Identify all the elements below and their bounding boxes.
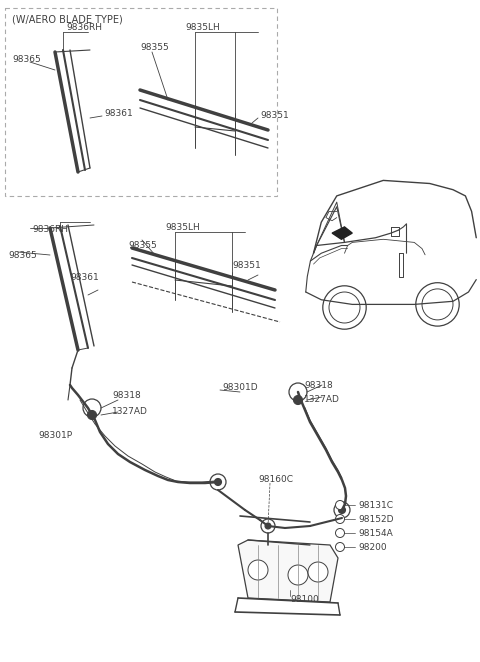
Circle shape xyxy=(87,410,96,420)
Text: 98154A: 98154A xyxy=(358,528,393,538)
Text: 98318: 98318 xyxy=(304,381,333,391)
Text: 98361: 98361 xyxy=(70,273,99,283)
Text: 98355: 98355 xyxy=(128,240,157,250)
Text: 9835LH: 9835LH xyxy=(185,23,220,32)
Text: 1327AD: 1327AD xyxy=(304,395,340,404)
Text: 98200: 98200 xyxy=(358,542,386,551)
Text: 9835LH: 9835LH xyxy=(165,224,200,232)
Circle shape xyxy=(416,283,459,326)
Text: 98365: 98365 xyxy=(12,56,41,64)
Text: 98365: 98365 xyxy=(8,250,37,260)
Circle shape xyxy=(323,286,366,329)
Circle shape xyxy=(292,569,304,581)
Circle shape xyxy=(336,528,345,538)
Text: 98351: 98351 xyxy=(232,261,261,269)
Circle shape xyxy=(336,500,345,510)
Circle shape xyxy=(293,395,302,404)
Circle shape xyxy=(334,502,350,518)
Text: 98301P: 98301P xyxy=(38,430,72,440)
Circle shape xyxy=(308,562,328,582)
Text: 1327AD: 1327AD xyxy=(112,408,148,416)
Circle shape xyxy=(288,565,308,585)
Circle shape xyxy=(83,399,101,417)
Circle shape xyxy=(329,292,360,323)
Circle shape xyxy=(252,564,264,576)
Circle shape xyxy=(336,514,345,524)
Text: 98160C: 98160C xyxy=(258,475,293,485)
Text: 98301D: 98301D xyxy=(222,383,258,393)
Text: 98318: 98318 xyxy=(112,391,141,401)
Circle shape xyxy=(336,542,345,551)
Text: 98131C: 98131C xyxy=(358,500,393,510)
Text: 98351: 98351 xyxy=(260,111,289,120)
Text: 98355: 98355 xyxy=(140,44,169,52)
Polygon shape xyxy=(238,540,338,602)
Text: (W/AERO BLADE TYPE): (W/AERO BLADE TYPE) xyxy=(12,15,123,25)
Circle shape xyxy=(265,523,271,529)
Text: 9836RH: 9836RH xyxy=(66,23,102,32)
Circle shape xyxy=(261,519,275,533)
Circle shape xyxy=(338,506,346,514)
Bar xyxy=(5,8,277,196)
Circle shape xyxy=(248,560,268,580)
Circle shape xyxy=(289,383,307,401)
Text: 98152D: 98152D xyxy=(358,514,394,524)
Polygon shape xyxy=(332,227,352,239)
Circle shape xyxy=(422,289,453,320)
Text: 98100: 98100 xyxy=(290,596,319,604)
Text: 9836RH: 9836RH xyxy=(32,224,68,234)
Text: 98361: 98361 xyxy=(104,109,133,118)
Circle shape xyxy=(210,474,226,490)
Circle shape xyxy=(312,566,324,578)
Circle shape xyxy=(215,479,221,485)
